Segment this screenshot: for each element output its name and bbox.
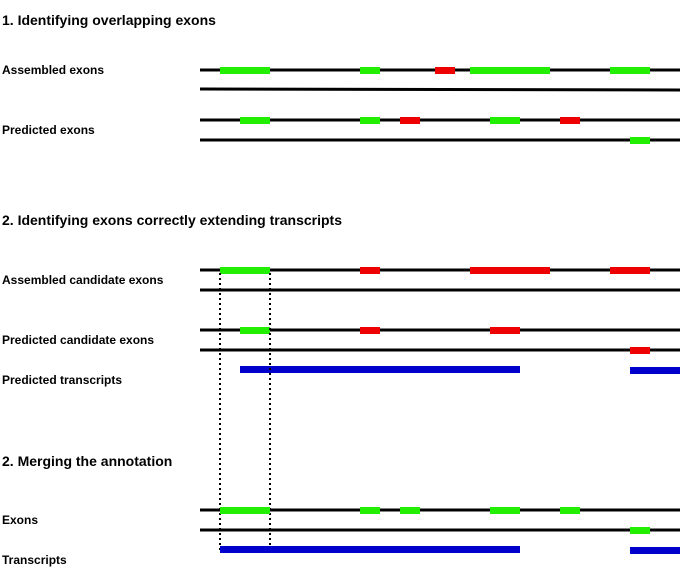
assembled-exon-match [220,67,270,74]
predicted-exon-unmatched [400,117,420,124]
merged-exon [400,507,420,514]
merged-transcript-bar [630,547,680,554]
predicted-exons-label: Predicted exons [2,123,95,137]
merged-exon [560,507,580,514]
merged-exon [630,527,650,534]
predicted-exon-unmatched [560,117,580,124]
predicted-exon-match [490,117,520,124]
predicted-exon-match [630,137,650,144]
predicted-transcript-bar [240,366,520,373]
transcripts-label: Transcripts [2,553,67,567]
merged-transcript-bar [220,546,520,553]
section-1-title: 1. Identifying overlapping exons [2,12,216,28]
assembled-strand-2 [199,87,681,92]
predicted-transcript-bar [630,367,680,374]
merged-exon [220,507,270,514]
section-2-title: 2. Identifying exons correctly extending… [2,212,342,228]
assembled-exon-match [610,67,650,74]
assembled-candidate-exon-unmatched [610,267,650,274]
predicted-exon-match [240,117,270,124]
merged-exon [360,507,380,514]
merged-exon [490,507,520,514]
predicted-candidate-exons-label: Predicted candidate exons [2,333,155,347]
assembled-candidate-exon-match [220,267,270,274]
assembled-candidate-exons-label: Assembled candidate exons [2,273,164,287]
predicted-candidate-exon-unmatched [490,327,520,334]
assembled-exon-match [360,67,380,74]
predicted-candidate-exon-unmatched [630,347,650,354]
assembled-exon-unmatched [435,67,455,74]
assembled-candidate-exon-unmatched [360,267,380,274]
predicted-candidate-exon-unmatched [360,327,380,334]
predicted-transcripts-label: Predicted transcripts [2,373,123,387]
predicted-exon-match [360,117,380,124]
assembled-candidate-exon-unmatched [470,267,550,274]
exons-label: Exons [2,513,39,527]
assembled-exon-match [470,67,550,74]
section-3-title: 2. Merging the annotation [2,453,173,469]
assembled-exons-label: Assembled exons [2,63,105,77]
predicted-candidate-exon-match [240,327,270,334]
